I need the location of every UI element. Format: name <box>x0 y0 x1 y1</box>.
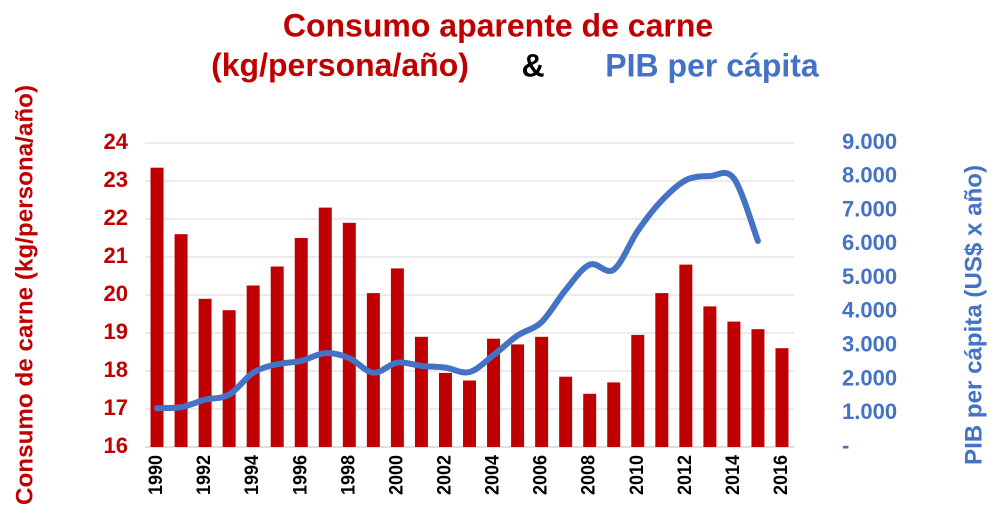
y2-tick-label: 4.000 <box>842 298 897 323</box>
y-tick-label: 18 <box>104 357 128 382</box>
y-tick-label: 19 <box>104 319 128 344</box>
bar <box>535 336 549 447</box>
y2-tick-label: 2.000 <box>842 365 897 390</box>
y2-tick-label: 7.000 <box>842 196 897 221</box>
x-tick-label: 1998 <box>338 455 359 495</box>
bar <box>246 285 260 447</box>
bar <box>198 298 212 447</box>
bar <box>463 380 476 447</box>
bar <box>775 348 789 447</box>
bar <box>583 393 597 447</box>
bar <box>511 344 525 447</box>
x-tick-label: 2002 <box>434 455 455 495</box>
y2-tick-label: 5.000 <box>842 264 897 289</box>
x-tick-label: 2012 <box>675 455 696 495</box>
x-tick-label: 2008 <box>579 455 600 495</box>
x-tick-label: 2014 <box>723 455 744 495</box>
bar <box>607 382 621 447</box>
bar <box>559 376 573 447</box>
bar <box>222 310 236 447</box>
x-tick-label: 2004 <box>483 455 504 495</box>
y-tick-label: 24 <box>104 129 129 154</box>
line <box>154 169 761 412</box>
bar <box>679 264 693 447</box>
bar <box>342 222 356 447</box>
bar <box>655 293 669 447</box>
x-tick-label: 2006 <box>531 455 552 495</box>
y2-axis-label: PIB per cápita (US$ x año) <box>960 165 987 465</box>
bar <box>174 234 188 447</box>
y-tick-label: 23 <box>104 167 128 192</box>
bar <box>703 306 717 447</box>
bar <box>438 372 452 447</box>
bar <box>150 167 164 447</box>
bar <box>751 329 765 447</box>
bar <box>727 321 741 447</box>
y-tick-label: 22 <box>104 205 128 230</box>
title-units: (kg/persona/año) <box>211 47 469 83</box>
bar <box>294 238 308 447</box>
bar <box>487 338 501 447</box>
y-tick-label: 20 <box>104 281 128 306</box>
y2-tick-label: 3.000 <box>842 331 897 356</box>
x-tick-label: 1992 <box>194 455 215 495</box>
bar <box>318 207 332 447</box>
y-axis-label: Consumo de carne (kg/persona/año) <box>11 85 38 505</box>
chart-title: Consumo aparente de carne <box>283 7 713 43</box>
bar <box>414 336 428 447</box>
y2-tick-label: 8.000 <box>842 163 897 188</box>
bar <box>270 266 284 447</box>
x-tick-label: 2000 <box>386 455 407 495</box>
y-tick-label: 17 <box>104 395 128 420</box>
y-tick-label: 21 <box>104 243 128 268</box>
bar <box>390 268 404 447</box>
x-tick-label: 1996 <box>290 455 311 495</box>
x-tick-label: 2010 <box>627 455 648 495</box>
y-tick-label: 16 <box>104 433 128 458</box>
x-tick-label: 2016 <box>771 455 792 495</box>
title-connector: & <box>521 47 544 83</box>
y2-tick-label: 1.000 <box>842 399 897 424</box>
x-tick-label: 1990 <box>146 455 167 495</box>
y2-tick-label: 6.000 <box>842 230 897 255</box>
bar <box>631 334 645 447</box>
y2-tick-label: 9.000 <box>842 129 897 154</box>
x-tick-label: 1994 <box>242 455 263 495</box>
y2-tick-label: - <box>842 433 849 458</box>
title-series: PIB per cápita <box>605 47 819 83</box>
chart-subtitle: (kg/persona/año) <box>211 47 469 83</box>
